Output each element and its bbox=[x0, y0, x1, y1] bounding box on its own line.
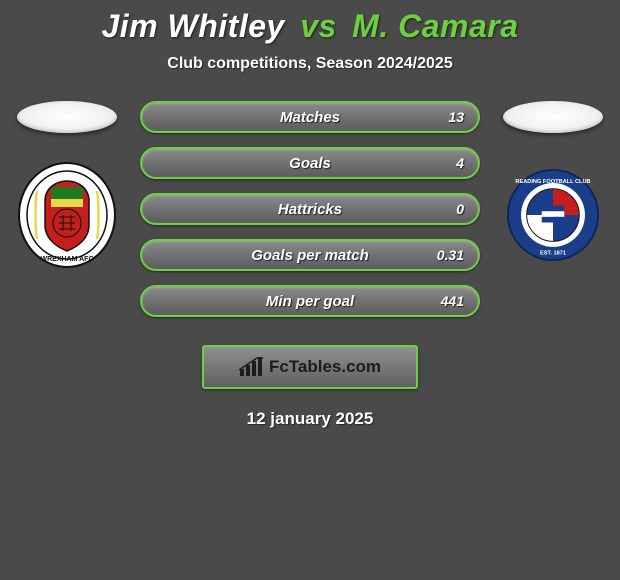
svg-text:EST. 1871: EST. 1871 bbox=[540, 250, 566, 256]
stat-label: Goals bbox=[289, 155, 331, 172]
player1-avatar-placeholder bbox=[17, 101, 117, 133]
stat-bar-goals: Goals 4 bbox=[140, 147, 480, 179]
right-side: READING FOOTBALL CLUB EST. 1871 bbox=[498, 101, 608, 269]
brand-box[interactable]: FcTables.com bbox=[202, 345, 418, 389]
footer-date: 12 january 2025 bbox=[0, 409, 620, 429]
subtitle: Club competitions, Season 2024/2025 bbox=[0, 55, 620, 73]
player1-name: Jim Whitley bbox=[101, 8, 284, 44]
reading-crest-icon: READING FOOTBALL CLUB EST. 1871 bbox=[506, 168, 600, 262]
stat-label: Goals per match bbox=[251, 247, 369, 264]
stat-bar-matches: Matches 13 bbox=[140, 101, 480, 133]
main-row: WREXHAM AFC Matches 13 Goals 4 Hattricks… bbox=[0, 101, 620, 317]
stat-value: 4 bbox=[456, 155, 464, 171]
vs-separator: vs bbox=[300, 8, 337, 44]
stat-bar-min-per-goal: Min per goal 441 bbox=[140, 285, 480, 317]
right-club-crest: READING FOOTBALL CLUB EST. 1871 bbox=[503, 161, 603, 269]
left-club-crest: WREXHAM AFC bbox=[17, 161, 117, 269]
wrexham-crest-icon: WREXHAM AFC bbox=[17, 161, 117, 269]
brand-text: FcTables.com bbox=[269, 357, 381, 377]
stat-value: 441 bbox=[441, 293, 464, 309]
stat-bars: Matches 13 Goals 4 Hattricks 0 Goals per… bbox=[140, 101, 480, 317]
page-title: Jim Whitley vs M. Camara bbox=[0, 8, 620, 45]
stat-value: 0 bbox=[456, 201, 464, 217]
stat-value: 13 bbox=[448, 109, 464, 125]
svg-text:WREXHAM AFC: WREXHAM AFC bbox=[40, 256, 93, 263]
stat-label: Min per goal bbox=[266, 293, 354, 310]
stat-bar-goals-per-match: Goals per match 0.31 bbox=[140, 239, 480, 271]
stat-bar-hattricks: Hattricks 0 bbox=[140, 193, 480, 225]
stat-label: Matches bbox=[280, 109, 340, 126]
stat-label: Hattricks bbox=[278, 201, 342, 218]
svg-text:READING FOOTBALL CLUB: READING FOOTBALL CLUB bbox=[515, 179, 590, 185]
comparison-card: Jim Whitley vs M. Camara Club competitio… bbox=[0, 0, 620, 429]
stat-value: 0.31 bbox=[437, 247, 464, 263]
player2-name: M. Camara bbox=[352, 8, 518, 44]
bar-chart-icon bbox=[239, 357, 263, 377]
left-side: WREXHAM AFC bbox=[12, 101, 122, 269]
player2-avatar-placeholder bbox=[503, 101, 603, 133]
